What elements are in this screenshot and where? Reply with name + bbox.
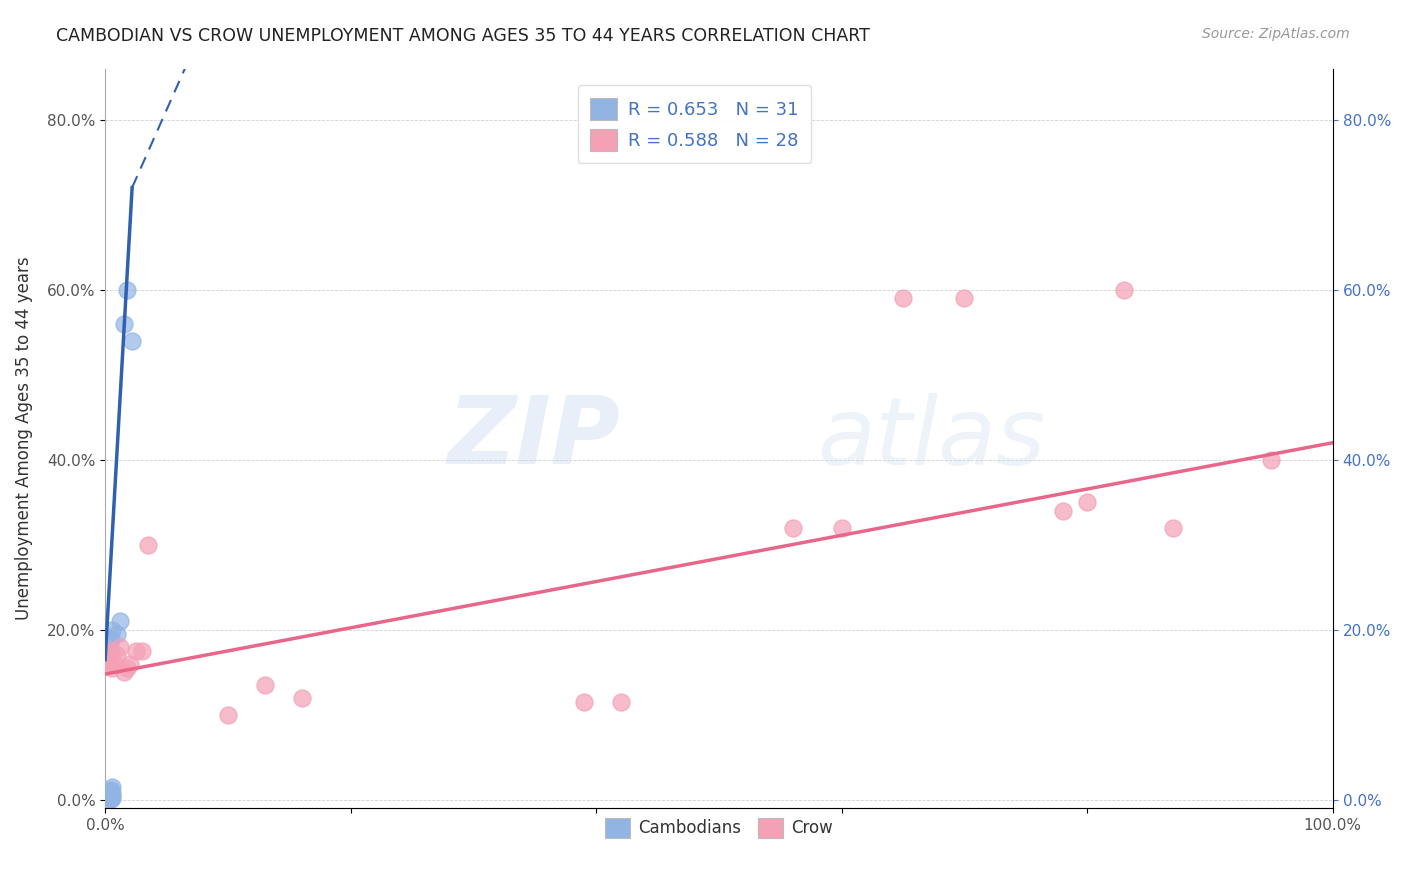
Point — [101, 623, 124, 637]
Point — [101, 791, 124, 805]
Point — [100, 782, 122, 797]
Point — [105, 648, 128, 663]
Point — [100, 791, 122, 805]
Point — [112, 665, 135, 680]
Point — [97, 657, 120, 671]
Point — [101, 789, 124, 803]
Text: atlas: atlas — [817, 393, 1046, 484]
Point — [100, 632, 122, 646]
Point — [1052, 504, 1074, 518]
Point — [782, 521, 804, 535]
Point — [136, 538, 159, 552]
Point — [253, 678, 276, 692]
Point — [98, 787, 121, 801]
Point — [100, 789, 122, 803]
Point — [1260, 452, 1282, 467]
Point — [108, 615, 131, 629]
Point — [125, 644, 148, 658]
Point — [100, 792, 122, 806]
Point — [98, 635, 121, 649]
Point — [100, 786, 122, 800]
Point — [1076, 495, 1098, 509]
Point — [98, 652, 121, 666]
Point — [572, 695, 595, 709]
Legend: Cambodians, Crow: Cambodians, Crow — [598, 811, 839, 845]
Point — [97, 787, 120, 801]
Point — [104, 657, 127, 671]
Point — [290, 690, 312, 705]
Point — [891, 291, 914, 305]
Point — [105, 627, 128, 641]
Point — [115, 661, 138, 675]
Text: ZIP: ZIP — [449, 392, 620, 484]
Point — [98, 789, 121, 804]
Point — [1112, 283, 1135, 297]
Point — [98, 790, 121, 805]
Point — [97, 792, 120, 806]
Point — [217, 707, 239, 722]
Point — [118, 657, 141, 671]
Point — [100, 648, 122, 663]
Point — [97, 789, 120, 804]
Point — [101, 661, 124, 675]
Point — [97, 648, 120, 663]
Point — [1161, 521, 1184, 535]
Point — [98, 784, 121, 798]
Point — [100, 644, 122, 658]
Y-axis label: Unemployment Among Ages 35 to 44 years: Unemployment Among Ages 35 to 44 years — [15, 257, 32, 620]
Point — [98, 788, 121, 802]
Point — [101, 780, 124, 794]
Text: CAMBODIAN VS CROW UNEMPLOYMENT AMONG AGES 35 TO 44 YEARS CORRELATION CHART: CAMBODIAN VS CROW UNEMPLOYMENT AMONG AGE… — [56, 27, 870, 45]
Point — [100, 788, 122, 802]
Point — [101, 786, 124, 800]
Point — [953, 291, 976, 305]
Point — [98, 792, 121, 806]
Text: Source: ZipAtlas.com: Source: ZipAtlas.com — [1202, 27, 1350, 41]
Point — [108, 640, 131, 654]
Point — [831, 521, 853, 535]
Point — [97, 791, 120, 805]
Point — [100, 790, 122, 805]
Point — [121, 334, 143, 348]
Point — [131, 644, 153, 658]
Point — [98, 791, 121, 805]
Point — [609, 695, 631, 709]
Point — [112, 317, 135, 331]
Point — [115, 283, 138, 297]
